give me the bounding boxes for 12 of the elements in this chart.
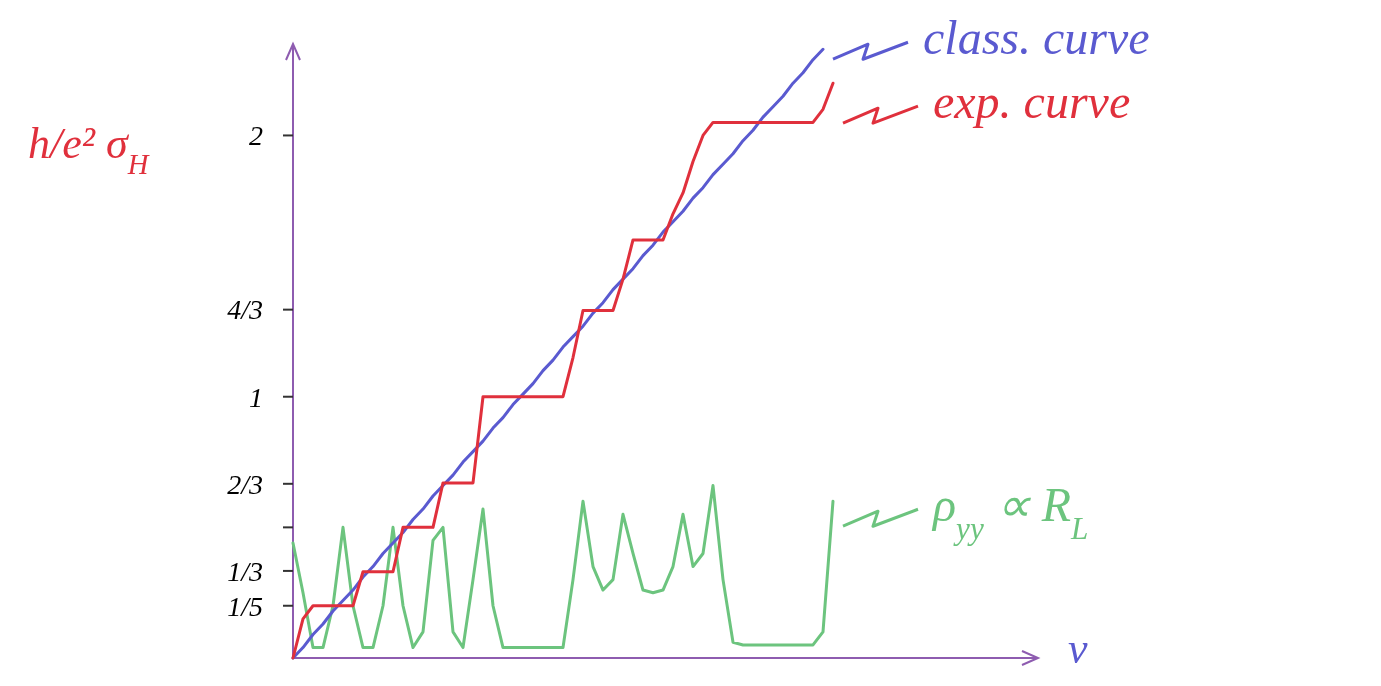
y-tick-label: 4/3: [227, 294, 263, 326]
legend-label: exp. curve: [933, 75, 1131, 129]
y-tick-label: 2/3: [227, 468, 263, 500]
y-tick-label: 1/5: [227, 590, 263, 622]
legend-label: ρ$_{yy}$ ∝ R$_{L}$: [931, 478, 1089, 546]
line-series: [291, 484, 835, 650]
y-tick-label: 1/3: [227, 555, 263, 587]
y-tick-label: 2: [249, 120, 263, 152]
legend-label: class. curve: [923, 11, 1150, 65]
y-tick-label: 1: [249, 381, 263, 413]
x-axis-title: ν: [1068, 624, 1088, 673]
y-axis-title: h/e² σ$_{H}$: [28, 119, 150, 180]
